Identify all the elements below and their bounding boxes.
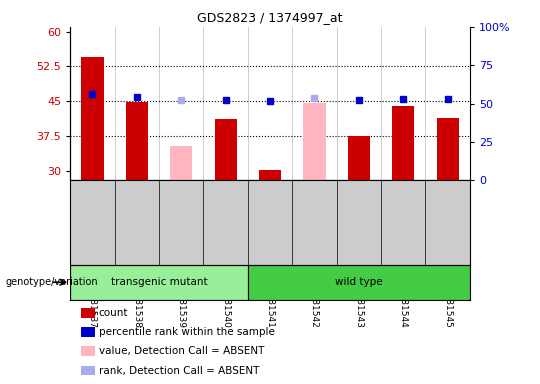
Bar — [392, 106, 414, 180]
Title: GDS2823 / 1374997_at: GDS2823 / 1374997_at — [197, 11, 343, 24]
Bar — [170, 146, 192, 180]
Bar — [348, 136, 370, 180]
Text: value, Detection Call = ABSENT: value, Detection Call = ABSENT — [99, 346, 264, 356]
Bar — [436, 118, 458, 180]
Text: transgenic mutant: transgenic mutant — [111, 277, 207, 287]
Bar — [82, 57, 104, 180]
Bar — [303, 103, 326, 180]
Bar — [70, 265, 248, 300]
Bar — [259, 170, 281, 180]
Bar — [214, 119, 237, 180]
Text: wild type: wild type — [335, 277, 383, 287]
Bar — [248, 265, 470, 300]
Text: rank, Detection Call = ABSENT: rank, Detection Call = ABSENT — [99, 366, 259, 376]
Text: genotype/variation: genotype/variation — [5, 277, 98, 287]
Text: percentile rank within the sample: percentile rank within the sample — [99, 327, 275, 337]
Bar — [126, 102, 148, 180]
Text: count: count — [99, 308, 129, 318]
